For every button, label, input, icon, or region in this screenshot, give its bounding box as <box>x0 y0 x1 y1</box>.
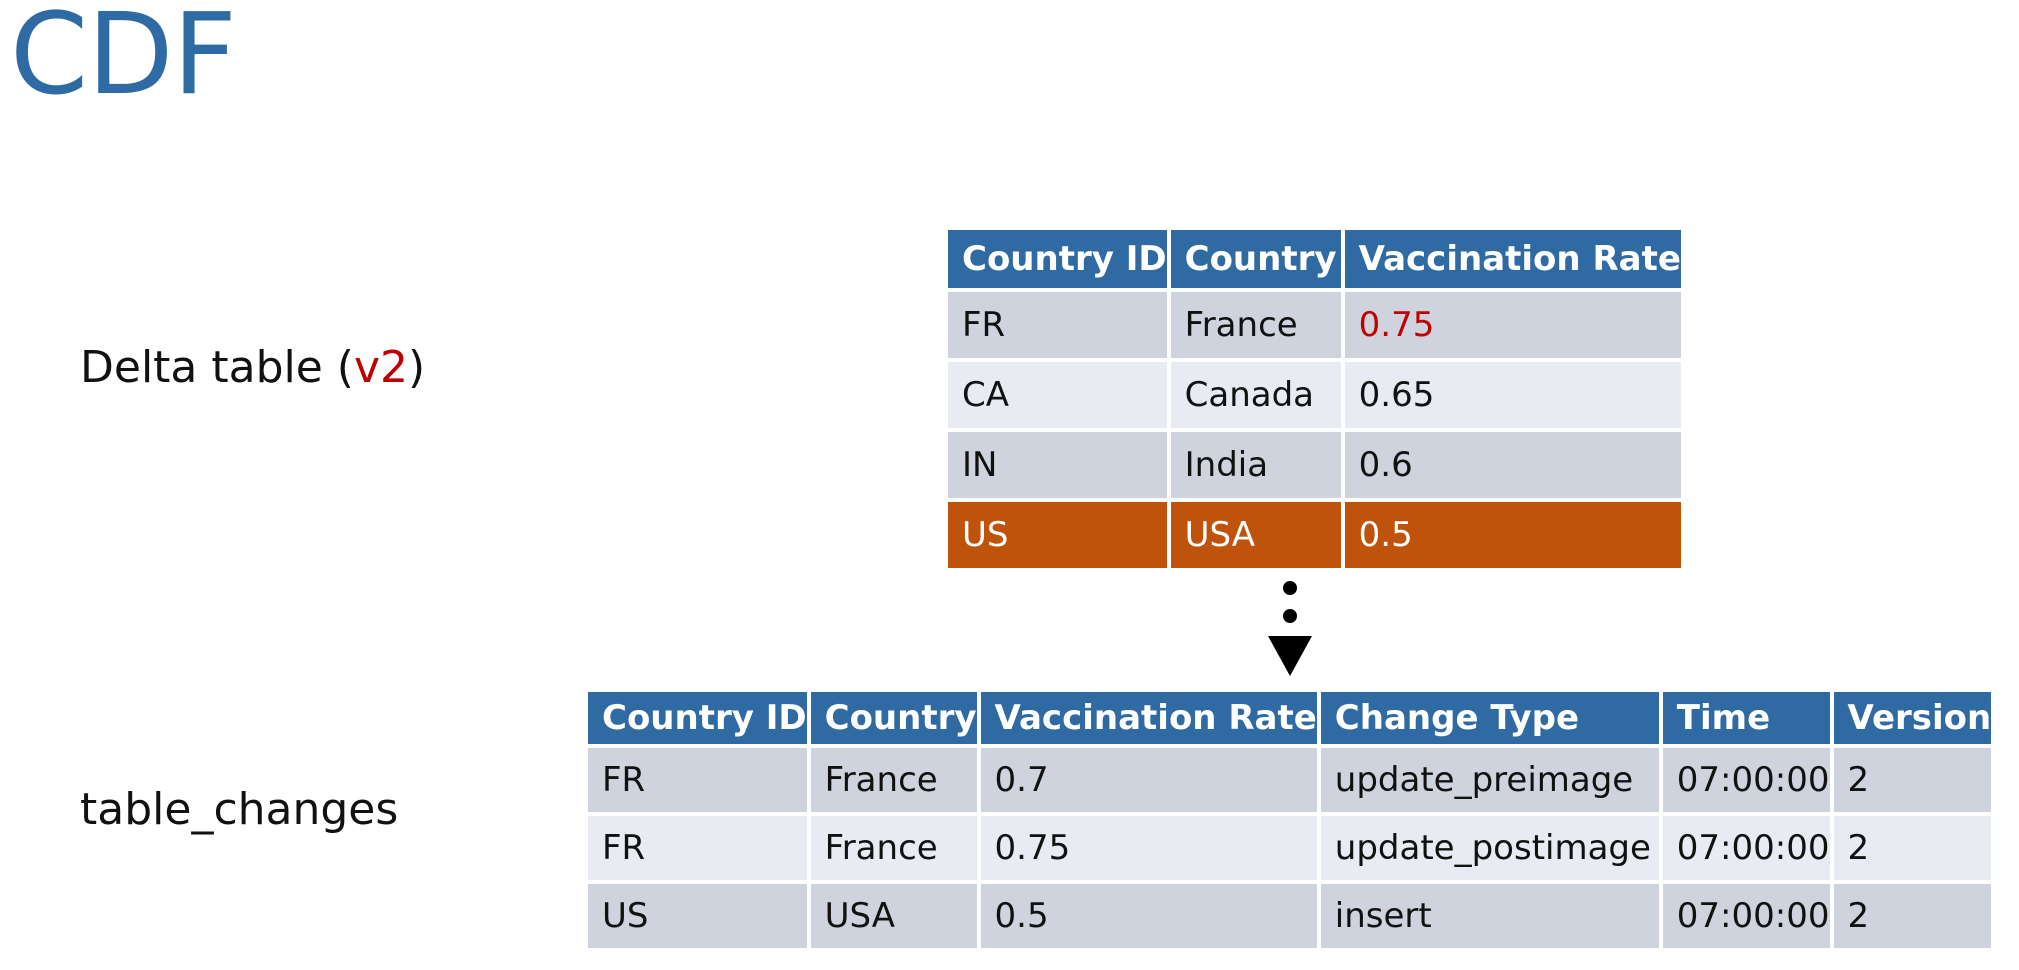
table-cell: 0.5 <box>980 884 1317 948</box>
table-cell: France <box>810 816 977 880</box>
new-row-highlighted: US USA 0.5 <box>948 502 1681 568</box>
changes-table: Country ID Country Vaccination Rate Chan… <box>584 688 1995 952</box>
table-cell: 0.7 <box>980 748 1317 812</box>
column-header: Country <box>1170 230 1341 288</box>
column-header: Change Type <box>1320 692 1659 744</box>
table-cell: 2 <box>1833 884 1992 948</box>
table-cell: US <box>948 502 1167 568</box>
delta-table-label: Delta table (v2) <box>80 342 425 393</box>
delta-label-prefix: Delta table ( <box>80 342 354 393</box>
delta-label-version: v2 <box>353 342 409 393</box>
delta-label-suffix: ) <box>408 342 426 393</box>
delta-table: Country ID Country Vaccination Rate FR F… <box>944 226 1685 572</box>
table-row: FR France 0.75 <box>948 292 1681 358</box>
table-cell: IN <box>948 432 1167 498</box>
column-header: Vaccination Rate <box>1344 230 1681 288</box>
table-cell: USA <box>810 884 977 948</box>
table-row: CA Canada 0.65 <box>948 362 1681 428</box>
table-cell: FR <box>588 816 807 880</box>
delta-header-row: Country ID Country Vaccination Rate <box>948 230 1681 288</box>
table-cell: FR <box>948 292 1167 358</box>
table-cell: USA <box>1170 502 1341 568</box>
table-row: FR France 0.7 update_preimage 07:00:00 2 <box>588 748 1992 812</box>
column-header: Country ID <box>948 230 1167 288</box>
slide-title: CDF <box>10 0 237 120</box>
table-cell: update_preimage <box>1320 748 1659 812</box>
table-cell: 07:00:00 <box>1662 748 1830 812</box>
table-cell: India <box>1170 432 1341 498</box>
table-cell: FR <box>588 748 807 812</box>
changed-value-cell: 0.75 <box>1344 292 1681 358</box>
table-cell: 0.65 <box>1344 362 1681 428</box>
column-header: Vaccination Rate <box>980 692 1317 744</box>
column-header: Time <box>1662 692 1830 744</box>
table-cell: 07:00:00 <box>1662 884 1830 948</box>
changes-header-row: Country ID Country Vaccination Rate Chan… <box>588 692 1992 744</box>
table-row: FR France 0.75 update_postimage 07:00:00… <box>588 816 1992 880</box>
table-cell: 0.6 <box>1344 432 1681 498</box>
table-changes-label: table_changes <box>80 784 399 835</box>
dotted-down-arrow-icon <box>1268 581 1312 676</box>
table-cell: 2 <box>1833 748 1992 812</box>
column-header: Country ID <box>588 692 807 744</box>
table-cell: insert <box>1320 884 1659 948</box>
column-header: Version <box>1833 692 1992 744</box>
table-cell: 0.5 <box>1344 502 1681 568</box>
table-cell: Canada <box>1170 362 1341 428</box>
table-cell: 2 <box>1833 816 1992 880</box>
table-cell: France <box>1170 292 1341 358</box>
table-cell: 07:00:00 <box>1662 816 1830 880</box>
table-row: IN India 0.6 <box>948 432 1681 498</box>
table-row: US USA 0.5 insert 07:00:00 2 <box>588 884 1992 948</box>
column-header: Country <box>810 692 977 744</box>
table-cell: 0.75 <box>980 816 1317 880</box>
table-cell: France <box>810 748 977 812</box>
table-cell: update_postimage <box>1320 816 1659 880</box>
table-cell: US <box>588 884 807 948</box>
table-cell: CA <box>948 362 1167 428</box>
